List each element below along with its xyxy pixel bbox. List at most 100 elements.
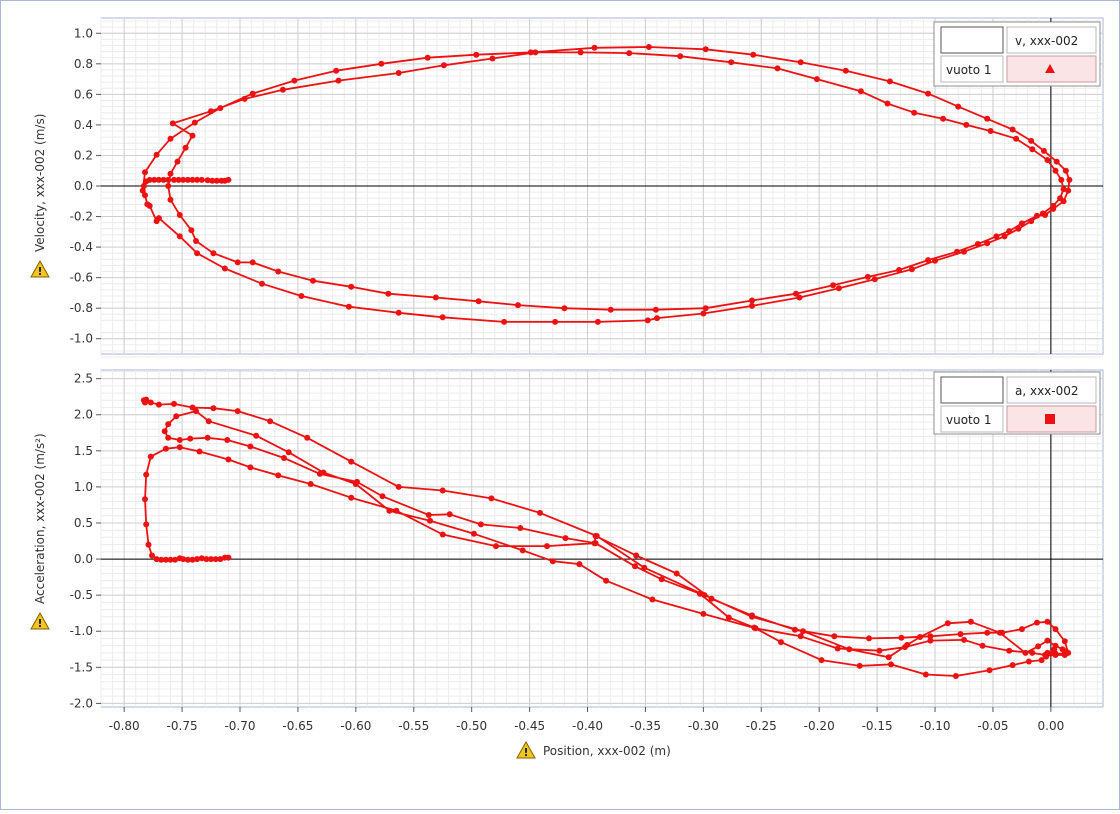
acceleration-data-point <box>493 543 499 550</box>
velocity-series <box>139 44 1073 325</box>
acceleration-data-point <box>818 657 825 664</box>
velocity-data-point <box>475 298 482 305</box>
acceleration-data-point <box>234 408 241 415</box>
velocity-data-point <box>259 280 265 287</box>
acceleration-data-point <box>927 633 934 640</box>
velocity-data-point <box>987 128 994 134</box>
acceleration-data-point <box>967 618 974 625</box>
velocity-data-point <box>291 77 298 84</box>
velocity-data-point <box>1060 186 1067 193</box>
y-tick-label: 0.5 <box>74 516 93 530</box>
velocity-data-point <box>925 90 932 97</box>
triangle-marker-icon <box>1045 64 1055 73</box>
acceleration-data-point <box>700 610 707 617</box>
velocity-data-point <box>954 248 960 255</box>
acceleration-data-point <box>633 552 640 559</box>
velocity-data-point <box>1001 233 1008 240</box>
velocity-graph-panel[interactable]: -1.0 -0.8 -0.6 -0.4 -0.2 0.0 0.2 0.4 0.6 0.8 1.0 V… <box>30 17 1104 358</box>
acceleration-data-point <box>161 428 168 435</box>
acceleration-data-point <box>996 629 1003 636</box>
velocity-data-point <box>1029 146 1036 153</box>
velocity-data-point <box>644 317 651 324</box>
velocity-data-point <box>167 135 174 142</box>
acceleration-data-point <box>187 435 194 442</box>
acceleration-data-point <box>247 464 254 471</box>
acceleration-data-point <box>927 637 934 644</box>
acceleration-data-point <box>143 521 150 528</box>
velocity-data-point <box>175 176 182 183</box>
acceleration-data-point <box>778 639 784 646</box>
velocity-data-point <box>174 158 181 165</box>
velocity-data-point <box>645 44 652 50</box>
velocity-data-point <box>279 86 286 93</box>
legend-value-box[interactable] <box>940 376 1004 404</box>
acceleration-data-point <box>477 521 484 528</box>
acceleration-data-point <box>171 400 177 407</box>
velocity-data-point <box>993 233 1000 240</box>
velocity-legend[interactable]: v, xxx-002 vuoto 1 <box>933 21 1101 87</box>
acceleration-data-point <box>961 636 967 643</box>
acceleration-data-point <box>379 493 386 500</box>
y-tick-label: 0.6 <box>74 87 93 101</box>
x-tick-label: -0.75 <box>167 719 198 733</box>
velocity-data-point <box>607 306 614 313</box>
velocity-data-point <box>961 248 967 255</box>
acceleration-data-point <box>544 543 550 550</box>
acceleration-data-point <box>797 633 804 640</box>
warning-icon[interactable]: ! <box>516 740 536 759</box>
acceleration-data-point <box>957 631 964 638</box>
y-tick-label: -0.5 <box>70 588 93 602</box>
acceleration-graph-panel[interactable]: -2.0 -1.5 -1.0 -0.5 0.0 0.5 1.0 1.5 2.0 2.5 -0.80 -… <box>30 369 1104 759</box>
acceleration-data-point <box>725 614 732 621</box>
x-tick-label: -0.45 <box>514 719 545 733</box>
velocity-data-point <box>167 170 174 177</box>
velocity-data-point <box>489 55 496 62</box>
warning-icon[interactable]: ! <box>30 611 50 630</box>
acceleration-data-point <box>425 512 432 518</box>
velocity-data-point <box>241 95 248 102</box>
acceleration-data-point <box>221 554 228 561</box>
velocity-data-point <box>793 290 799 297</box>
velocity-data-point <box>1052 167 1059 174</box>
velocity-data-point <box>198 176 205 183</box>
velocity-data-point <box>432 294 439 301</box>
acceleration-data-point <box>592 540 599 547</box>
velocity-data-point <box>864 273 871 280</box>
acceleration-data-point <box>149 552 155 559</box>
acceleration-data-point <box>439 487 446 494</box>
velocity-series-line <box>141 46 1071 323</box>
acceleration-data-point <box>189 404 196 411</box>
acceleration-data-point <box>986 667 993 674</box>
velocity-data-point <box>182 144 189 151</box>
acceleration-data-point <box>167 556 174 563</box>
acceleration-data-point <box>285 449 292 456</box>
svg-text:!: ! <box>37 617 42 630</box>
velocity-data-point <box>139 187 146 194</box>
velocity-data-point <box>1006 228 1013 235</box>
y-tick-label: 0.2 <box>74 148 93 162</box>
legend-value-box[interactable] <box>940 26 1004 54</box>
velocity-data-point <box>1066 176 1073 183</box>
velocity-data-point <box>728 59 735 66</box>
acceleration-data-point <box>1022 649 1029 656</box>
velocity-data-point <box>896 267 903 273</box>
velocity-data-point <box>184 176 191 183</box>
acceleration-data-point <box>210 405 217 412</box>
acceleration-data-point <box>549 558 556 565</box>
velocity-data-point <box>552 318 559 325</box>
acceleration-data-point <box>189 556 196 563</box>
acceleration-data-point <box>641 564 648 571</box>
acceleration-data-point <box>196 448 203 455</box>
y-tick-label: 0.4 <box>74 118 93 132</box>
acceleration-data-point <box>155 401 162 408</box>
warning-icon[interactable]: ! <box>30 259 50 278</box>
acceleration-legend[interactable]: a, xxx-002 vuoto 1 <box>933 371 1101 435</box>
velocity-data-point <box>932 257 938 264</box>
acceleration-data-point <box>204 434 211 441</box>
velocity-data-point <box>594 318 601 325</box>
velocity-data-point <box>527 49 534 56</box>
acceleration-data-point <box>354 478 360 485</box>
acceleration-data-point <box>307 481 314 487</box>
velocity-data-point <box>813 76 820 83</box>
acceleration-data-point <box>143 396 150 403</box>
